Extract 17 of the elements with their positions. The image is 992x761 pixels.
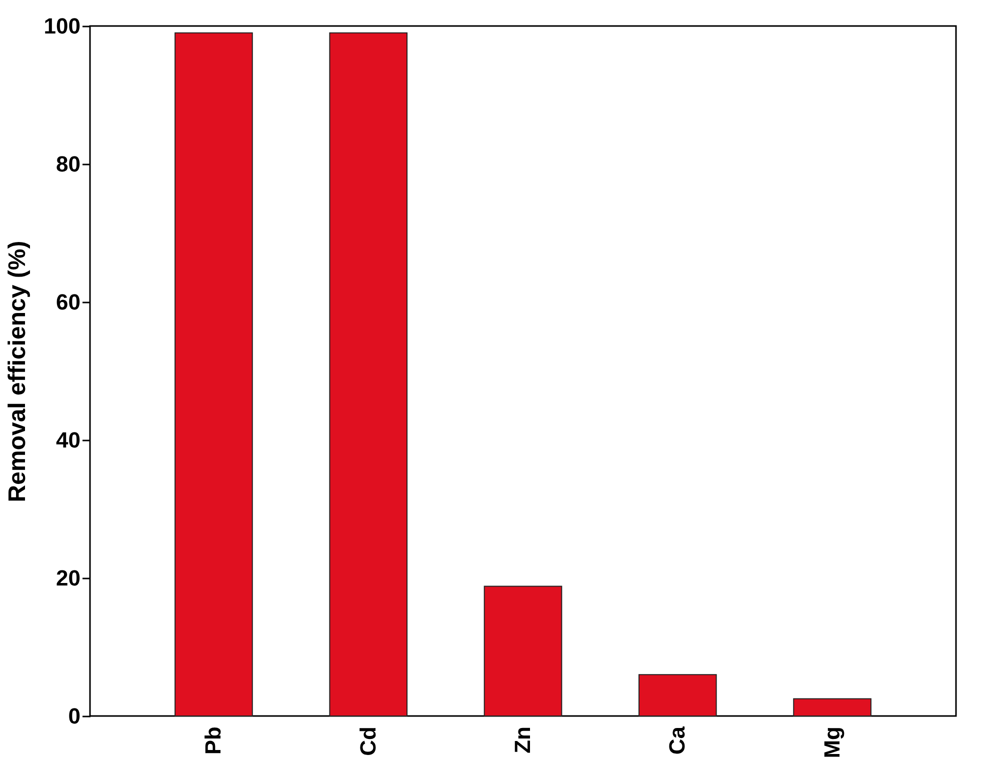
bar <box>329 32 408 716</box>
y-axis-title: Removal efficiency (%) <box>4 240 31 502</box>
bar <box>793 698 872 716</box>
x-tick-label: Mg <box>819 726 844 758</box>
x-tick-label: Cd <box>355 726 380 756</box>
y-tick-label: 40 <box>56 428 80 452</box>
y-tick-label: 20 <box>56 566 80 590</box>
bar <box>484 586 562 716</box>
y-tick-label: 80 <box>56 152 80 176</box>
y-tick-label: 100 <box>44 14 80 38</box>
bar <box>638 674 717 716</box>
x-tick-label: Ca <box>664 726 690 755</box>
bar <box>174 32 253 716</box>
x-tick-label: Zn <box>510 726 535 754</box>
x-tick-label: Pb <box>200 726 226 755</box>
y-tick-label: 60 <box>56 290 80 314</box>
y-tick-label: 0 <box>68 704 80 728</box>
